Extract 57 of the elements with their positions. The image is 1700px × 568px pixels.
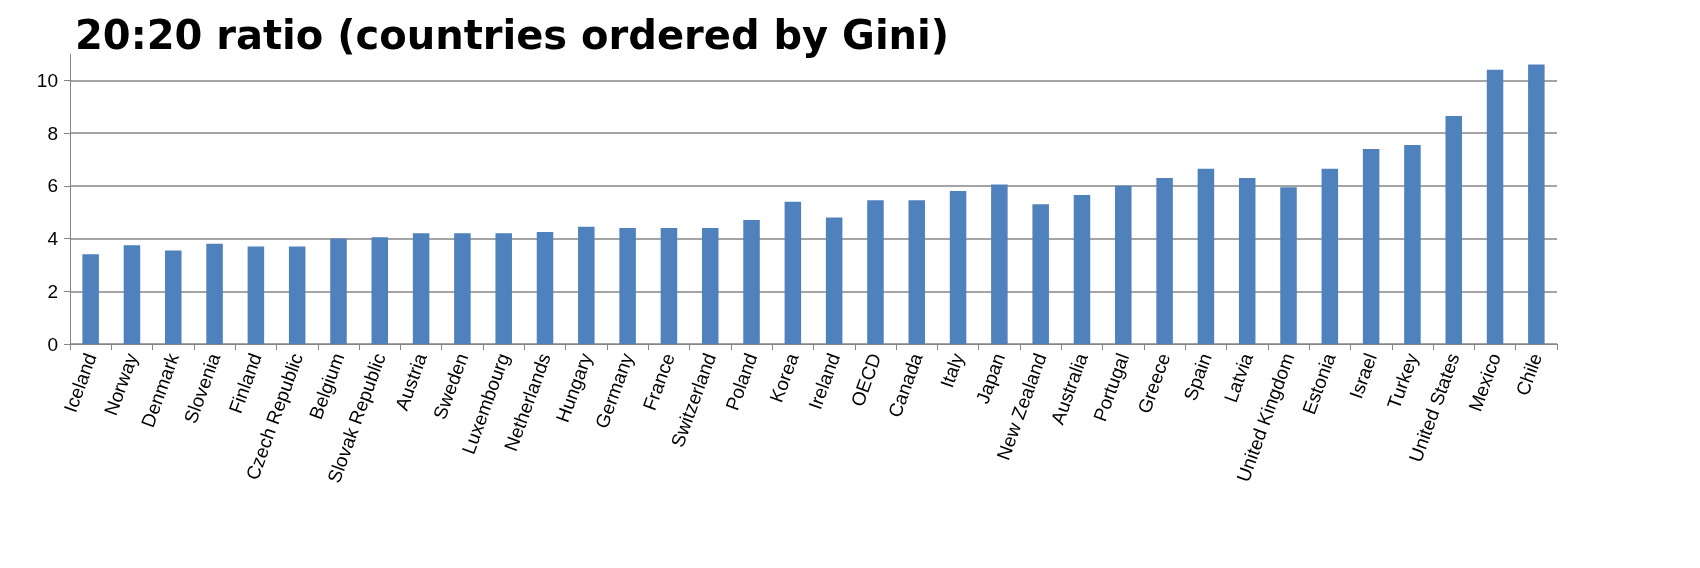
bar	[1156, 177, 1173, 344]
bar	[1445, 115, 1462, 344]
x-tick-label: Latvia	[1220, 350, 1258, 406]
bar	[1238, 177, 1256, 344]
bar	[123, 245, 141, 344]
bar	[371, 237, 389, 344]
x-tick-label: Mexico	[1464, 350, 1505, 415]
y-tick-label: 4	[47, 228, 59, 250]
x-tick-label: Poland	[721, 350, 762, 414]
x-tick-label: Japan	[971, 350, 1010, 407]
bar	[867, 200, 884, 344]
x-tick-label: France	[638, 350, 679, 414]
x-tick-label: Chile	[1511, 350, 1547, 399]
bar	[495, 233, 512, 344]
x-tick-label: Spain	[1179, 350, 1216, 404]
y-tick-label: 0	[47, 333, 58, 355]
bar	[1528, 64, 1545, 344]
bar	[247, 246, 265, 344]
bar	[536, 231, 554, 344]
x-tick-label: Israel	[1345, 350, 1381, 402]
bar	[1280, 187, 1297, 344]
x-tick-label: Italy	[936, 349, 969, 391]
y-tick-label: 2	[47, 280, 58, 302]
bar	[660, 228, 678, 344]
bar	[784, 201, 802, 344]
bar	[1115, 185, 1132, 344]
bar	[578, 226, 595, 344]
bar	[1032, 204, 1049, 344]
bar	[743, 220, 760, 344]
x-tick-label: Korea	[765, 350, 803, 406]
bar	[330, 238, 347, 344]
y-tick-label: 8	[47, 122, 58, 144]
bar	[825, 217, 843, 344]
bar	[1362, 148, 1380, 344]
bar	[701, 228, 719, 344]
bar	[908, 200, 926, 344]
bar	[165, 250, 182, 344]
bar	[82, 254, 99, 344]
bar	[619, 228, 636, 344]
bar	[949, 191, 967, 344]
x-tick-label: Ireland	[804, 350, 845, 413]
bar	[1486, 69, 1504, 344]
x-tick-label: Greece	[1133, 350, 1175, 417]
y-tick-label: 6	[47, 175, 58, 197]
bar	[1073, 195, 1091, 344]
bar	[288, 246, 306, 344]
x-tick-label: OECD	[846, 350, 886, 410]
bar	[991, 184, 1008, 344]
bar	[1404, 144, 1421, 344]
bar	[1197, 168, 1215, 344]
bar	[412, 233, 430, 344]
bar	[1321, 168, 1339, 344]
bar	[206, 243, 223, 344]
x-tick-label: Austria	[391, 350, 432, 414]
y-tick-label: 10	[36, 69, 58, 91]
chart-title: 20:20 ratio (countries ordered by Gini)	[75, 12, 950, 58]
bar	[454, 233, 471, 344]
